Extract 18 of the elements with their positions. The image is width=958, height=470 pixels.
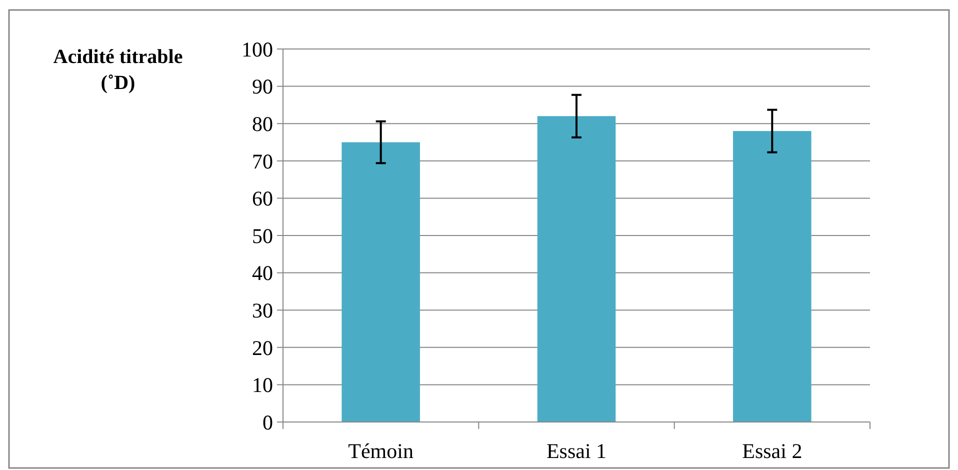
y-tick-label: 0 <box>262 410 273 434</box>
y-tick-label: 60 <box>252 186 273 211</box>
y-tick-label: 100 <box>242 37 273 62</box>
y-tick-label: 10 <box>252 373 273 398</box>
y-tick-label: 40 <box>252 261 273 286</box>
bar <box>342 142 420 422</box>
y-tick-label: 80 <box>252 112 273 136</box>
bar <box>733 131 812 422</box>
y-tick-label: 20 <box>252 336 273 360</box>
y-tick-label: 50 <box>252 224 273 248</box>
x-tick-label: Essai 2 <box>742 439 802 463</box>
y-tick-label: 90 <box>252 74 273 99</box>
bar <box>537 116 616 422</box>
y-axis-title: Acidité titrable (˚D) <box>53 46 183 94</box>
y-tick-label: 30 <box>252 298 273 322</box>
y-tick-label: 70 <box>252 149 273 174</box>
x-tick-label: Essai 1 <box>546 439 607 463</box>
x-tick-label: Témoin <box>348 439 414 463</box>
